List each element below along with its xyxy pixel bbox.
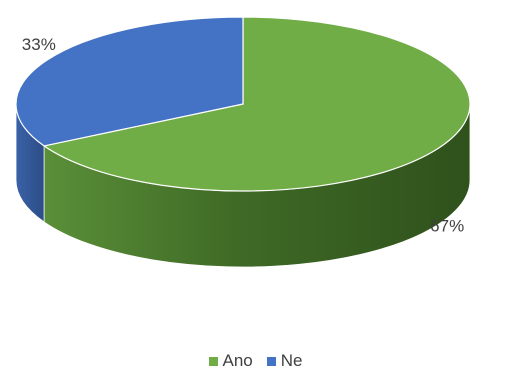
legend: Ano Ne xyxy=(0,351,511,371)
data-label-ne: 33% xyxy=(22,35,56,54)
legend-swatch-ne xyxy=(266,356,276,366)
pie-slice-ne xyxy=(15,16,244,147)
data-label-ano: 67% xyxy=(430,217,464,236)
legend-label: Ano xyxy=(222,351,253,370)
legend-swatch-ano xyxy=(208,356,218,366)
legend-label: Ne xyxy=(280,351,303,370)
pie-slice-ano xyxy=(42,16,471,192)
legend-item-ano: Ano xyxy=(208,351,253,371)
pie-chart: 67% 33% xyxy=(15,16,471,268)
legend-item-ne: Ne xyxy=(266,351,303,371)
